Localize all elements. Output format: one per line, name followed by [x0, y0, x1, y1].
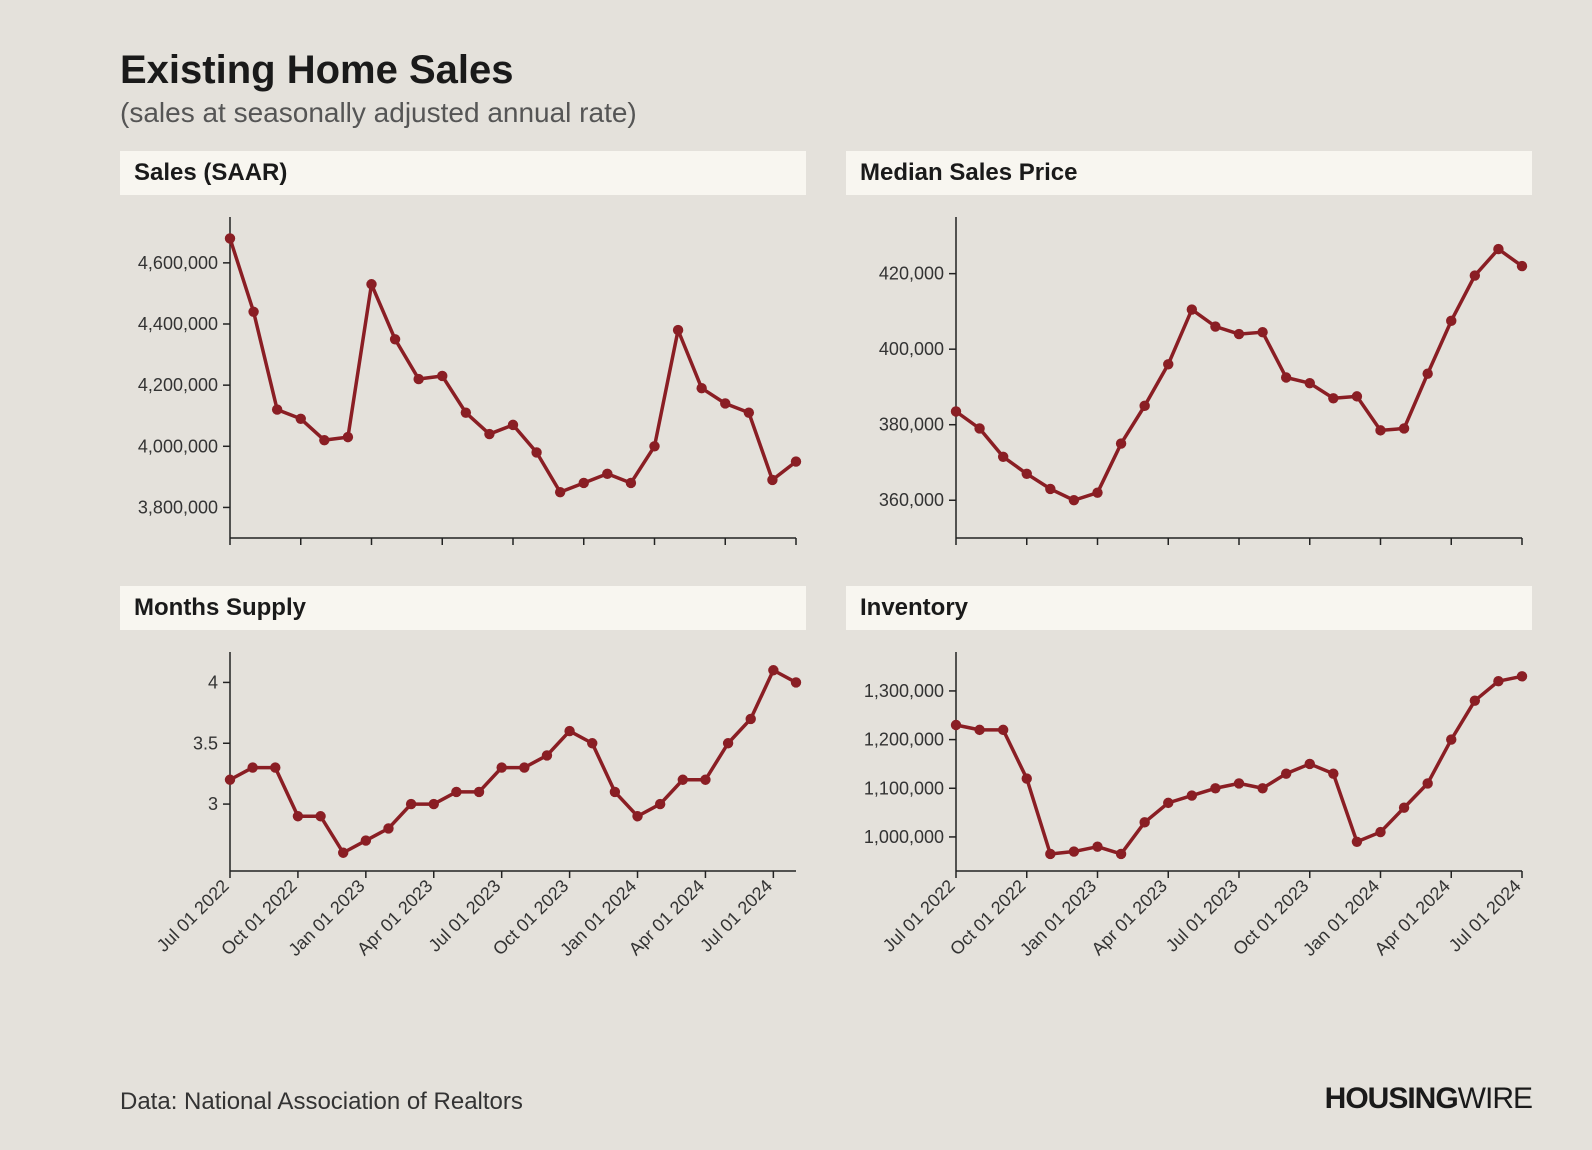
svg-text:Jul 01 2024: Jul 01 2024 [1445, 876, 1525, 956]
chart-grid: Sales (SAAR) 3,800,000 4,000,000 4,200,000… [120, 151, 1532, 991]
panel-title-months: Months Supply [120, 586, 806, 630]
page: Existing Home Sales (sales at seasonally… [0, 0, 1592, 1150]
svg-text:1,200,000: 1,200,000 [864, 730, 944, 750]
footer: Data: National Association of Realtors H… [120, 1082, 1532, 1116]
svg-text:3: 3 [208, 794, 218, 814]
svg-text:1,000,000: 1,000,000 [864, 827, 944, 847]
svg-text:4,400,000: 4,400,000 [138, 314, 218, 334]
svg-text:3.5: 3.5 [193, 733, 218, 753]
panel-months: Months Supply 33.54Jul 01 2022Oct 01 202… [120, 586, 806, 991]
brand-bold: HOUSING [1325, 1082, 1458, 1115]
page-subtitle: (sales at seasonally adjusted annual rat… [120, 97, 1532, 129]
svg-text:380,000: 380,000 [879, 415, 944, 435]
svg-text:4,200,000: 4,200,000 [138, 375, 218, 395]
svg-text:1,300,000: 1,300,000 [864, 681, 944, 701]
chart-sales: 3,800,000 4,000,000 4,200,000 4,400,000 4,60… [120, 199, 806, 556]
chart-price: 360,000 380,000 400,000 420,000 [846, 199, 1532, 556]
panel-title-inventory: Inventory [846, 586, 1532, 630]
panel-sales: Sales (SAAR) 3,800,000 4,000,000 4,200,000… [120, 151, 806, 556]
brand-thin: WIRE [1458, 1082, 1532, 1115]
svg-text:400,000: 400,000 [879, 339, 944, 359]
svg-text:Apr 01 2023: Apr 01 2023 [1088, 876, 1171, 959]
svg-text:4,600,000: 4,600,000 [138, 253, 218, 273]
page-title: Existing Home Sales [120, 48, 1532, 93]
svg-text:360,000: 360,000 [879, 490, 944, 510]
svg-text:420,000: 420,000 [879, 264, 944, 284]
svg-text:Jan 01 2024: Jan 01 2024 [1299, 876, 1383, 960]
panel-inventory: Inventory 1,000,000 1,100,000 1,200,000 1,3… [846, 586, 1532, 991]
svg-text:1,100,000: 1,100,000 [864, 778, 944, 798]
svg-text:Jan 01 2023: Jan 01 2023 [1016, 876, 1100, 960]
chart-months: 33.54Jul 01 2022Oct 01 2022Jan 01 2023Ap… [120, 634, 806, 991]
panel-title-sales: Sales (SAAR) [120, 151, 806, 195]
chart-inventory: 1,000,000 1,100,000 1,200,000 1,300,000 Jul … [846, 634, 1532, 991]
brand-logo: HOUSINGWIRE [1325, 1082, 1532, 1116]
svg-text:3,800,000: 3,800,000 [138, 497, 218, 517]
svg-text:Apr 01 2024: Apr 01 2024 [1371, 876, 1454, 959]
panel-price: Median Sales Price 360,000 380,000 400,000… [846, 151, 1532, 556]
data-source: Data: National Association of Realtors [120, 1088, 523, 1116]
svg-text:4,000,000: 4,000,000 [138, 436, 218, 456]
svg-text:Jul 01 2024: Jul 01 2024 [696, 876, 776, 956]
panel-title-price: Median Sales Price [846, 151, 1532, 195]
svg-text:4: 4 [208, 672, 218, 692]
